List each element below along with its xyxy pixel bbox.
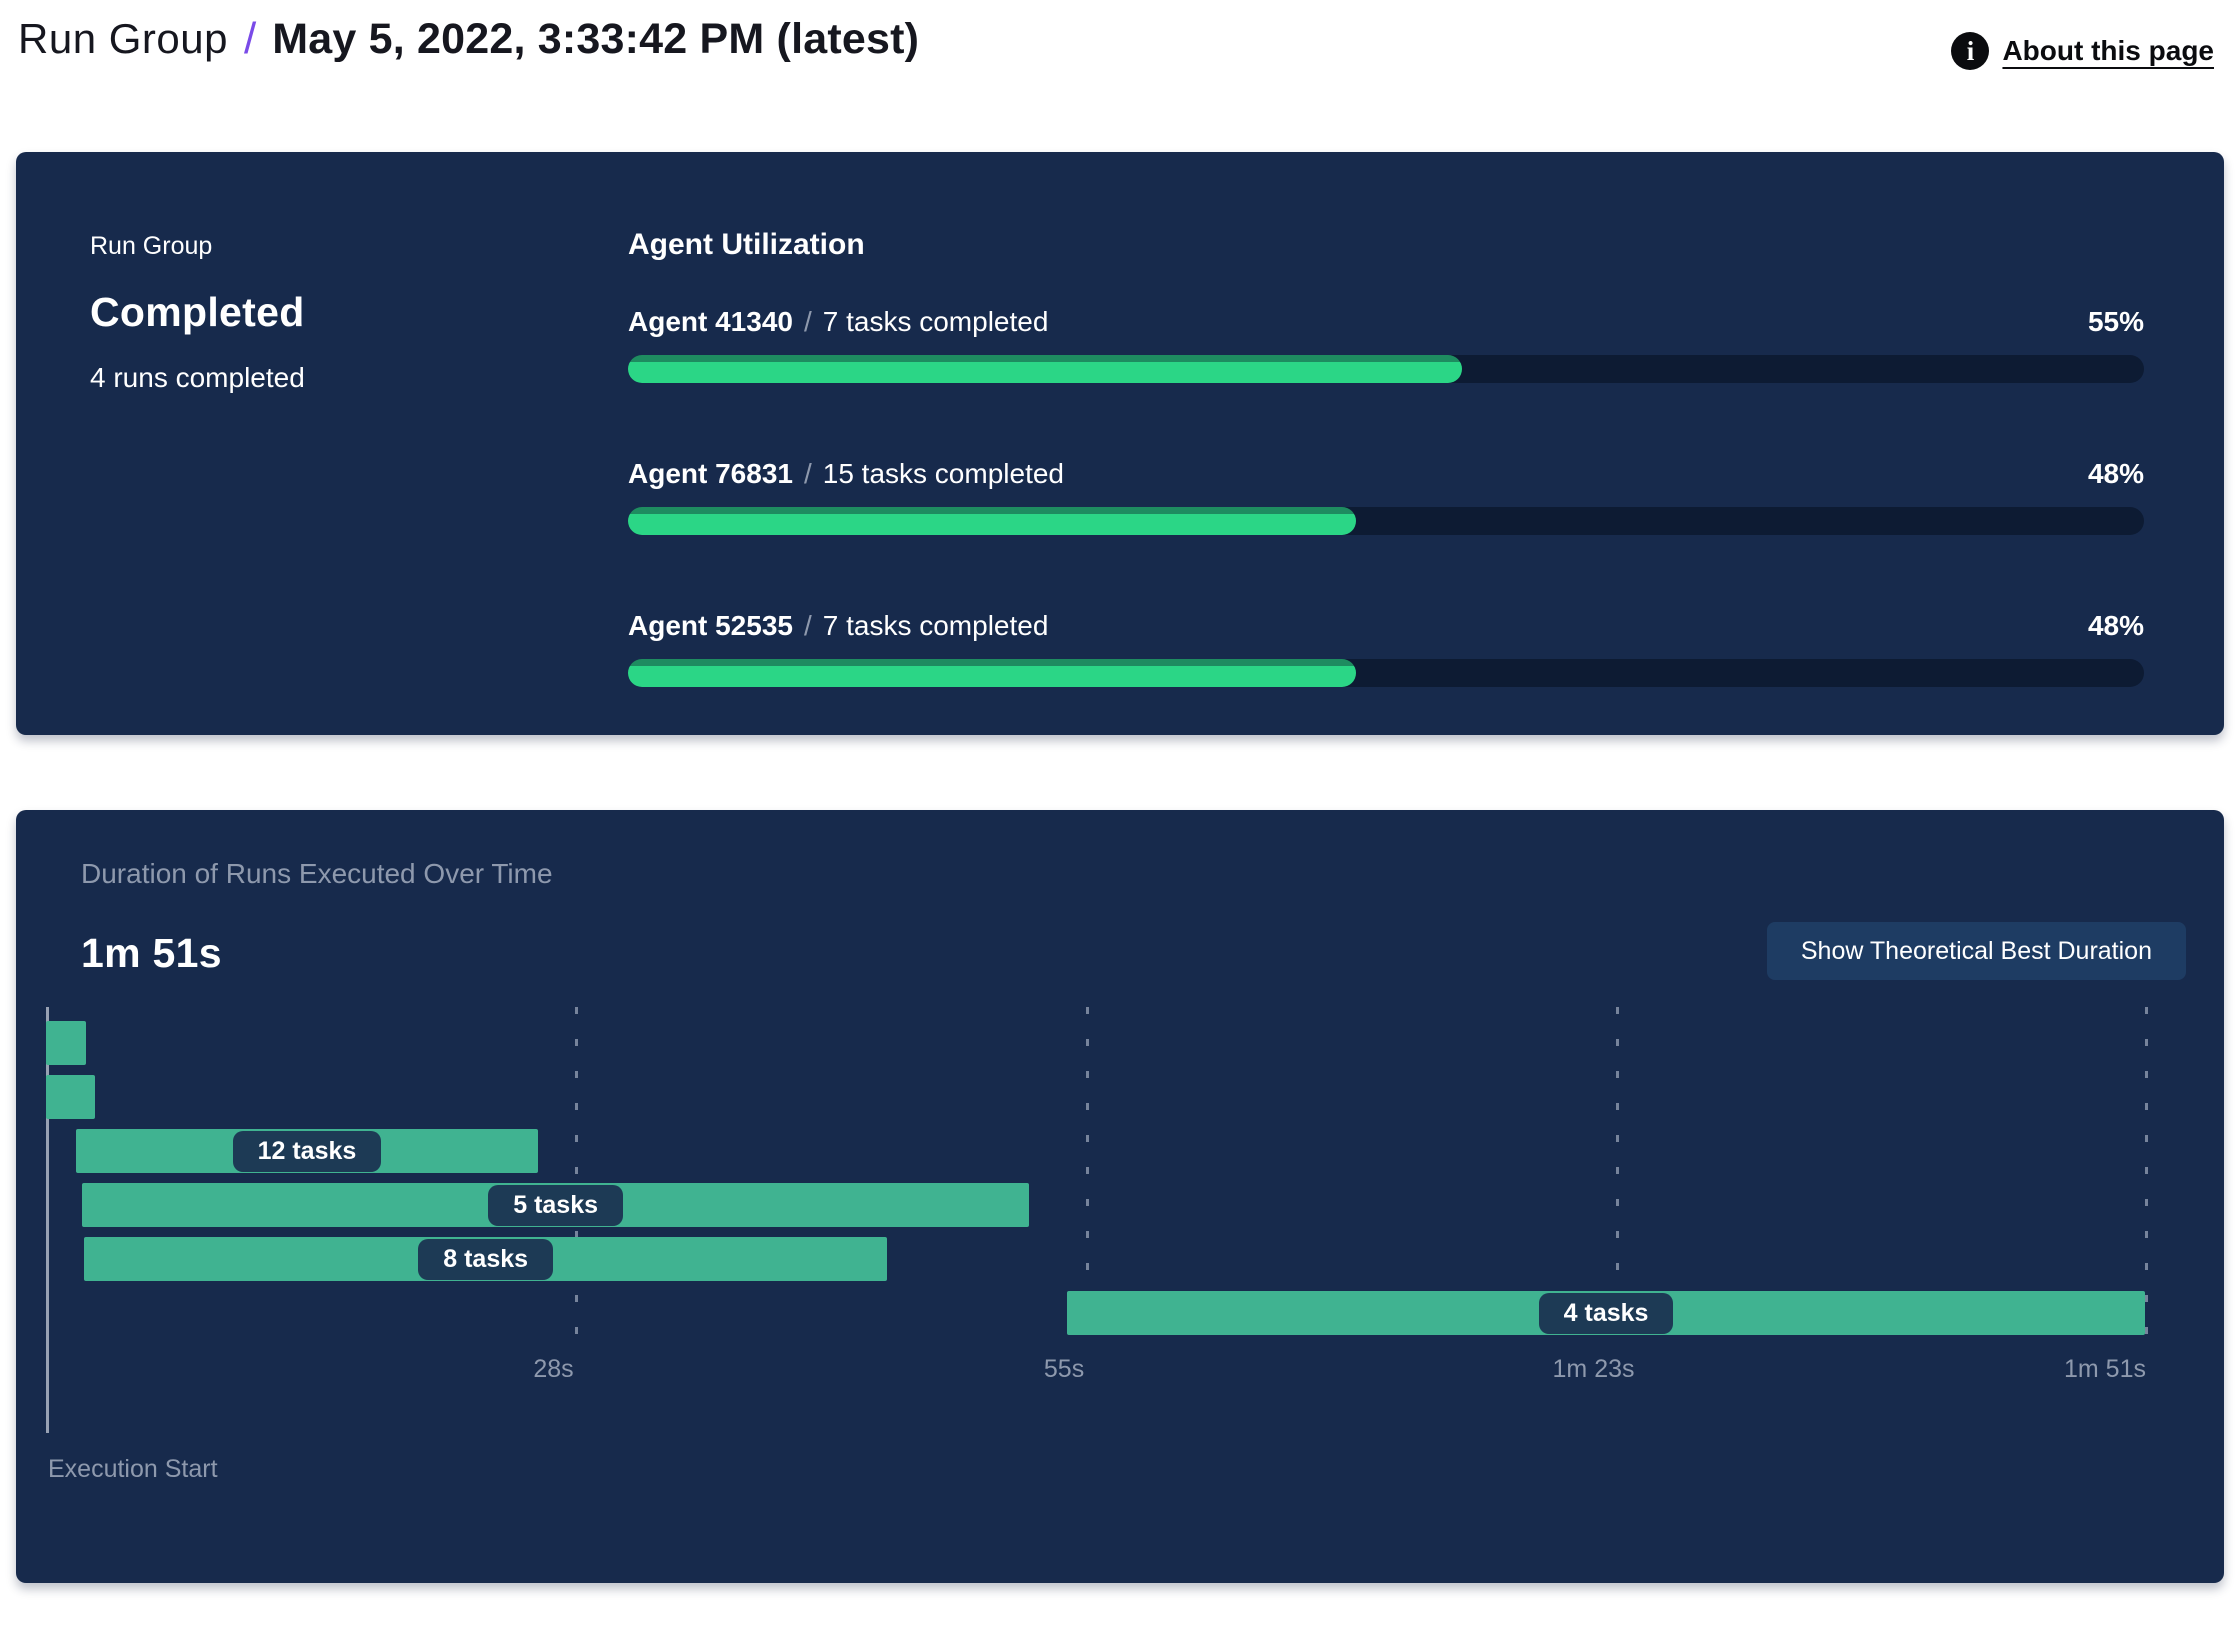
agent-utilization-title: Agent Utilization — [628, 228, 865, 261]
info-icon[interactable]: i — [1951, 32, 1990, 70]
agent-row: Agent 52535 / 7 tasks completed 48% — [628, 610, 2144, 687]
task-count-pill: 8 tasks — [418, 1238, 554, 1280]
run-group-label: Run Group — [90, 232, 213, 260]
show-theoretical-best-duration-button[interactable]: Show Theoretical Best Duration — [1766, 922, 2186, 980]
time-gridline — [1086, 1007, 1090, 1340]
task-count-pill: 5 tasks — [488, 1184, 624, 1226]
run-gantt-bar[interactable]: 4 tasks — [1067, 1291, 2145, 1335]
breadcrumb: Run Group / May 5, 2022, 3:33:42 PM (lat… — [18, 14, 919, 64]
agent-name: Agent 41340 — [628, 306, 793, 337]
utilization-progress-fill — [628, 507, 1356, 535]
agent-separator: / — [803, 306, 812, 337]
utilization-progress-fill — [628, 659, 1356, 687]
time-gridline — [2145, 1007, 2148, 1340]
agent-tasks-completed: 7 tasks completed — [822, 610, 1049, 641]
about-this-page-link[interactable]: About this page — [2002, 35, 2214, 66]
run-group-status-block: Run Group Completed 4 runs completed — [90, 228, 628, 735]
agent-utilization-percent: 55% — [2087, 306, 2144, 337]
breadcrumb-run-group[interactable]: Run Group — [18, 15, 228, 62]
breadcrumb-separator: / — [243, 14, 257, 63]
run-gantt-bar[interactable] — [46, 1075, 96, 1119]
agent-name: Agent 52535 — [628, 610, 793, 641]
task-count-pill: 4 tasks — [1538, 1292, 1674, 1334]
execution-start-axis-line — [46, 1007, 49, 1433]
about-this-page[interactable]: i About this page — [1951, 32, 2214, 70]
agent-utilization-percent: 48% — [2087, 458, 2144, 489]
agent-row: Agent 76831 / 15 tasks completed 48% — [628, 458, 2144, 535]
time-gridline — [575, 1007, 579, 1340]
agent-row: Agent 41340 / 7 tasks completed 55% — [628, 306, 2144, 383]
time-gridline — [1615, 1007, 1619, 1340]
task-count-pill: 12 tasks — [232, 1130, 382, 1172]
time-tick-label: 1m 23s — [1552, 1355, 1635, 1383]
time-tick-label: 55s — [1043, 1355, 1085, 1383]
time-tick-label: 1m 51s — [2064, 1355, 2146, 1383]
agent-utilization-percent: 48% — [2087, 610, 2144, 641]
total-duration: 1m 51s — [81, 930, 222, 976]
run-group-summary-panel: Run Group Completed 4 runs completed Age… — [16, 152, 2224, 735]
run-gantt-bar[interactable] — [46, 1021, 86, 1065]
agent-separator: / — [803, 458, 812, 489]
page-title: May 5, 2022, 3:33:42 PM (latest) — [272, 15, 920, 63]
utilization-progress-track — [628, 507, 2144, 535]
gantt-chart: Execution Start 28s 55s 1m 23s 1m 51s 12 tas… — [46, 1007, 2206, 1507]
run-gantt-bar[interactable]: 8 tasks — [83, 1237, 888, 1281]
execution-start-label: Execution Start — [48, 1455, 218, 1483]
agent-tasks-completed: 15 tasks completed — [822, 458, 1064, 489]
utilization-progress-fill — [628, 355, 1462, 383]
status-badge: Completed — [90, 289, 305, 335]
duration-chart-panel: Duration of Runs Executed Over Time 1m 5… — [16, 810, 2224, 1583]
runs-completed-count: 4 runs completed — [90, 362, 305, 393]
agent-name: Agent 76831 — [628, 458, 793, 489]
agent-tasks-completed: 7 tasks completed — [822, 306, 1049, 337]
run-gantt-bar[interactable]: 5 tasks — [81, 1183, 1030, 1227]
utilization-progress-track — [628, 659, 2144, 687]
page-header: Run Group / May 5, 2022, 3:33:42 PM (lat… — [0, 0, 2240, 70]
time-tick-label: 28s — [533, 1355, 574, 1383]
chart-title: Duration of Runs Executed Over Time — [81, 858, 553, 889]
run-gantt-bar[interactable]: 12 tasks — [76, 1129, 538, 1173]
agent-separator: / — [803, 610, 812, 641]
agent-utilization-section: Agent Utilization Agent 41340 / 7 tasks … — [628, 228, 2144, 735]
utilization-progress-track — [628, 355, 2144, 383]
